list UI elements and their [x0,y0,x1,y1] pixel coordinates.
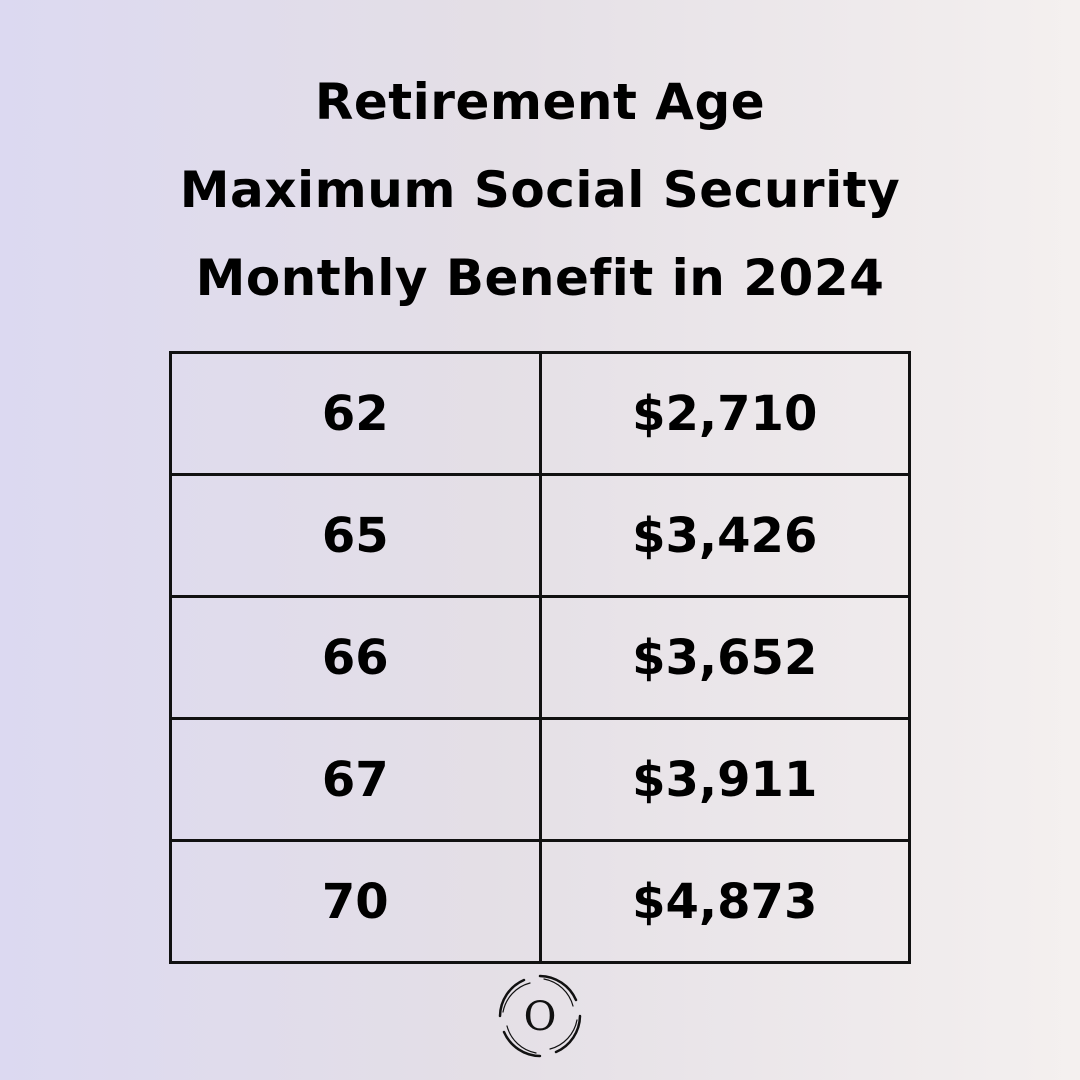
benefit-cell: $3,911 [538,717,911,842]
logo-letter: O [524,994,557,1040]
benefit-cell: $2,710 [538,351,911,476]
benefit-table: 62 $2,710 65 $3,426 66 $3,652 67 $3,911 70 $4… [169,351,911,964]
age-cell: 65 [169,473,542,598]
age-cell: 70 [169,839,542,964]
table-row: 62 $2,710 [169,351,911,476]
age-cell: 67 [169,717,542,842]
table-row: 70 $4,873 [169,839,911,964]
title-line: Retirement Age [314,73,766,131]
benefit-cell: $3,652 [538,595,911,720]
age-cell: 66 [169,595,542,720]
table-row: 66 $3,652 [169,595,911,720]
age-cell: 62 [169,351,542,476]
title-line: Maximum Social Security [179,161,901,219]
swirl-circle-logo-icon: O [498,974,582,1058]
page-title: Retirement Age Maximum Social Security M… [0,58,1080,322]
table-row: 65 $3,426 [169,473,911,598]
title-line: Monthly Benefit in 2024 [195,249,885,307]
table-row: 67 $3,911 [169,717,911,842]
benefit-cell: $3,426 [538,473,911,598]
benefit-cell: $4,873 [538,839,911,964]
